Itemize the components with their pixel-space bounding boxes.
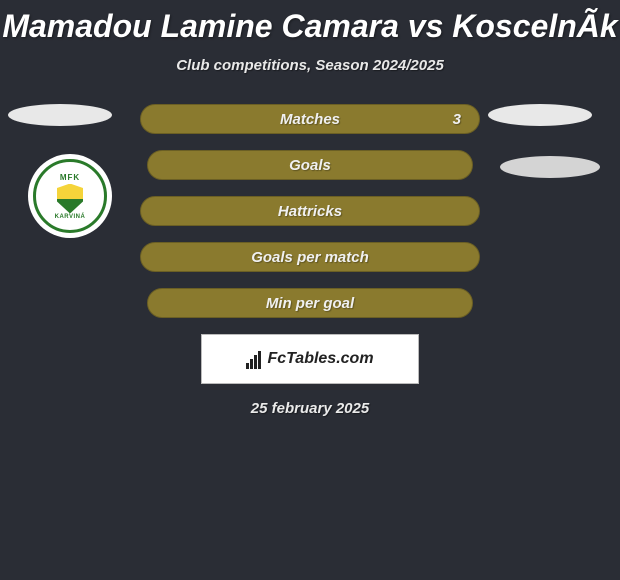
stat-row: Min per goal [140, 288, 480, 318]
footer-logo-text: FcTables.com [267, 350, 373, 368]
footer-date: 25 february 2025 [0, 400, 620, 417]
club-badge: MFK KARVINÁ [28, 154, 112, 238]
club-badge-text-top: MFK [60, 173, 80, 182]
stat-bars: Matches 3 Goals Hattricks Goals per match Min… [140, 104, 480, 318]
club-shield-icon [57, 184, 83, 214]
stat-bar: Goals per match [140, 242, 480, 272]
stat-row: Goals [140, 150, 480, 180]
stat-bar: Hattricks [140, 196, 480, 226]
chart-icon [246, 349, 261, 369]
placeholder-oval [500, 156, 600, 178]
placeholder-oval [488, 104, 592, 126]
stat-row: Matches 3 [140, 104, 480, 134]
stat-label: Goals [289, 157, 331, 174]
footer-logo: FcTables.com [201, 334, 419, 384]
placeholder-oval [8, 104, 112, 126]
stat-value: 3 [453, 111, 461, 128]
club-badge-text-bottom: KARVINÁ [55, 214, 86, 220]
stat-label: Hattricks [278, 203, 342, 220]
stat-row: Hattricks [140, 196, 480, 226]
stat-row: Goals per match [140, 242, 480, 272]
stat-label: Goals per match [251, 249, 369, 266]
subtitle: Club competitions, Season 2024/2025 [0, 57, 620, 74]
page-title: Mamadou Lamine Camara vs KoscelnÃ­k [0, 0, 620, 45]
club-badge-inner: MFK KARVINÁ [33, 159, 107, 233]
stat-bar: Goals [147, 150, 473, 180]
stat-label: Min per goal [266, 295, 354, 312]
stat-bar: Matches 3 [140, 104, 480, 134]
stat-bar: Min per goal [147, 288, 473, 318]
stat-label: Matches [280, 111, 340, 128]
comparison-content: MFK KARVINÁ Matches 3 Goals Hattricks Goals … [0, 104, 620, 417]
